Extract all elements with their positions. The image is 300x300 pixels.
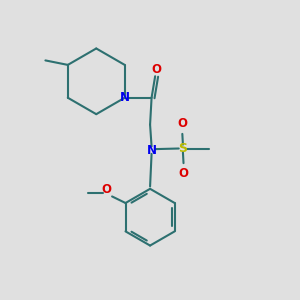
Text: S: S [178, 142, 188, 155]
Text: O: O [177, 117, 187, 130]
Text: N: N [147, 143, 157, 157]
Text: O: O [101, 183, 111, 196]
Text: O: O [152, 63, 162, 76]
Text: O: O [178, 167, 188, 180]
Text: N: N [120, 91, 130, 104]
